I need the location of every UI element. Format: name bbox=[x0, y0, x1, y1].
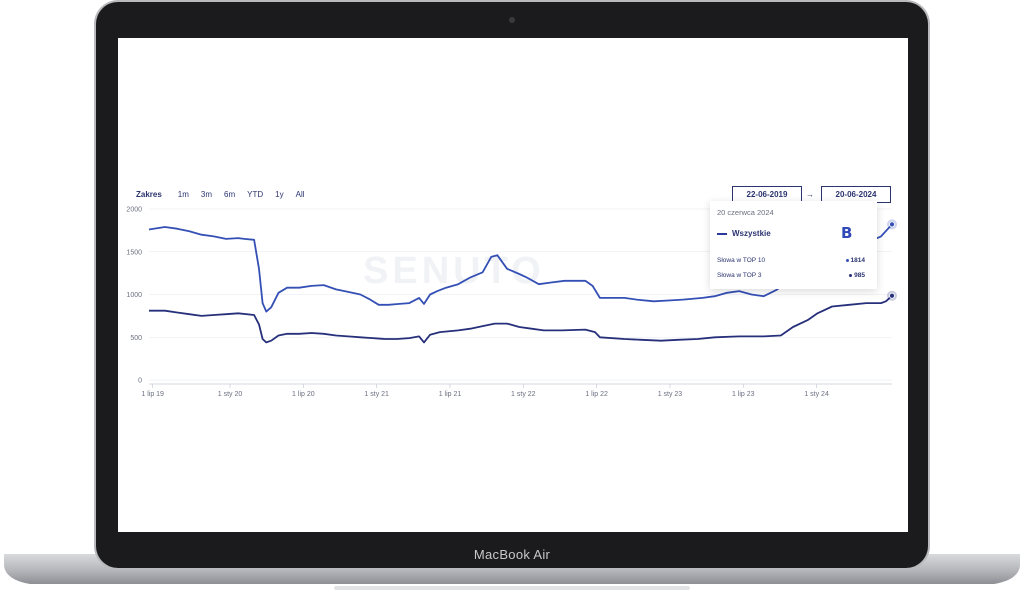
tooltip-row-top3: Słowa w TOP 3 985 bbox=[717, 272, 865, 279]
date-arrow-icon: → bbox=[806, 190, 814, 199]
screen: Zakres 1m 3m 6m YTD 1y All 22-06-2019 → … bbox=[118, 38, 908, 532]
x-tick-label: 1 lip 19 bbox=[141, 391, 164, 398]
x-axis: 1 lip 19 1 sty 20 1 lip 20 1 sty 21 1 lip 21… bbox=[141, 383, 892, 398]
dot-icon bbox=[845, 259, 849, 262]
x-tick-label: 1 lip 23 bbox=[732, 391, 755, 398]
tooltip-row-value: 1814 bbox=[850, 257, 865, 264]
device-label: MacBook Air bbox=[473, 547, 551, 562]
range-button-1m[interactable]: 1m bbox=[177, 189, 189, 199]
range-button-all[interactable]: All bbox=[295, 189, 305, 199]
range-button-3m[interactable]: 3m bbox=[200, 189, 213, 199]
series-dash-icon bbox=[717, 232, 727, 235]
y-axis: 0 500 1000 1500 2000 bbox=[126, 207, 142, 385]
x-tick-label: 1 lip 20 bbox=[292, 391, 315, 398]
brand-logo-icon: B bbox=[841, 224, 853, 242]
y-tick-label: 1000 bbox=[126, 292, 142, 299]
hover-point[interactable] bbox=[889, 292, 895, 299]
tooltip-series-name: Wszystkie bbox=[732, 229, 771, 238]
hover-point[interactable] bbox=[889, 221, 895, 228]
x-tick-label: 1 sty 22 bbox=[511, 391, 536, 398]
tooltip-row-value-wrap: 1814 bbox=[845, 257, 865, 264]
tooltip-row-value-wrap: 985 bbox=[849, 272, 865, 279]
tooltip-row-value: 985 bbox=[854, 272, 865, 279]
range-button-6m[interactable]: 6m bbox=[224, 189, 236, 199]
tooltip-series: Wszystkie bbox=[717, 229, 771, 238]
x-tick-label: 1 sty 20 bbox=[218, 391, 243, 398]
series-line-top10 bbox=[148, 223, 893, 313]
range-button-ytd[interactable]: YTD bbox=[247, 189, 264, 199]
range-toolbar: Zakres 1m 3m 6m YTD 1y All bbox=[136, 186, 317, 202]
tooltip-row-label: Słowa w TOP 10 bbox=[717, 257, 766, 264]
x-tick-label: 1 lip 22 bbox=[585, 391, 608, 398]
tooltip-row-label: Słowa w TOP 3 bbox=[717, 272, 762, 279]
y-tick-label: 0 bbox=[138, 378, 142, 385]
tooltip-row-top10: Słowa w TOP 10 1814 bbox=[717, 257, 865, 264]
range-button-1y[interactable]: 1y bbox=[275, 189, 284, 199]
x-tick-label: 1 sty 23 bbox=[658, 391, 683, 398]
chart-tooltip: 20 czerwca 2024 Wszystkie B Słowa w TOP … bbox=[710, 201, 877, 289]
dot-icon bbox=[849, 274, 853, 277]
series-lines bbox=[148, 219, 897, 344]
series-line-top3 bbox=[149, 295, 893, 344]
y-tick-label: 500 bbox=[130, 335, 142, 342]
x-tick-label: 1 lip 21 bbox=[439, 391, 462, 398]
tooltip-date: 20 czerwca 2024 bbox=[717, 208, 774, 217]
x-tick-label: 1 sty 24 bbox=[804, 391, 829, 398]
y-tick-label: 2000 bbox=[126, 207, 142, 214]
x-tick-label: 1 sty 21 bbox=[364, 391, 389, 398]
zakres-label: Zakres bbox=[136, 189, 162, 199]
y-tick-label: 1500 bbox=[126, 249, 142, 256]
line-chart: 0 500 1000 1500 2000 1 lip 19 1 sty 20 1 lip 2… bbox=[126, 207, 897, 398]
camera-icon bbox=[509, 17, 515, 23]
